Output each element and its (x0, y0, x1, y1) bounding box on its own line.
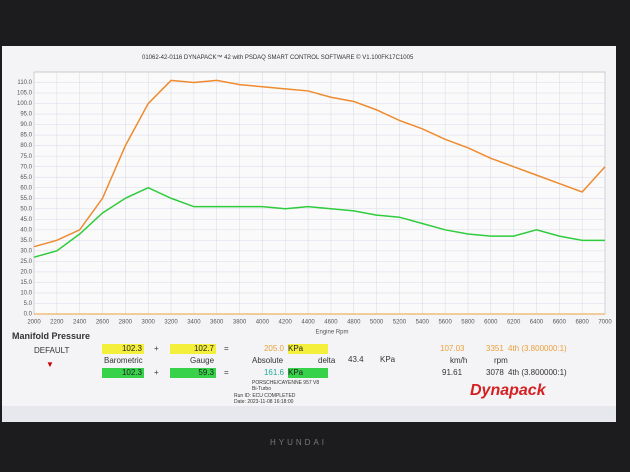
gear: 4th (3.800000:1) (508, 368, 567, 377)
y-tick-label: 80.0 (20, 143, 32, 149)
speed: 91.61 (442, 368, 463, 377)
plot-area (33, 71, 606, 315)
vehicle: Run ID: ECU COMPLETED (234, 393, 296, 399)
x-tick-label: 2400 (73, 320, 87, 326)
x-tick-label: 3400 (187, 320, 201, 326)
y-tick-label: 35.0 (20, 238, 32, 244)
screen: 01062-42-0116 DYNAPACK™ 42 with PSDAQ SM… (2, 46, 616, 422)
y-tick-label: 25.0 (20, 259, 32, 265)
x-tick-label: 4400 (301, 320, 315, 326)
x-tick-label: 6600 (553, 320, 567, 326)
value: 59.3 (170, 368, 216, 378)
x-tick-label: 4000 (256, 320, 270, 326)
x-tick-label: 5000 (370, 320, 384, 326)
y-tick-label: 100.0 (17, 101, 33, 107)
x-tick-label: 2000 (27, 320, 41, 326)
x-axis-label: Engine Rpm (315, 330, 348, 336)
y-tick-label: 85.0 (20, 133, 32, 139)
y-tick-label: 90.0 (20, 122, 32, 128)
value: 102.3 (102, 368, 144, 378)
label: rpm (494, 356, 508, 365)
x-tick-label: 3800 (233, 320, 247, 326)
x-tick-label: 4800 (347, 320, 361, 326)
chart: Engine Rpm 0.0 5.0 10.0 15.0 20.0 25.0 30.0 35.… (17, 71, 612, 336)
series-line (33, 186, 605, 258)
y-tick-label: 50.0 (20, 206, 32, 212)
vehicle: PORSCHE/CAYENNE 957 V8 (252, 380, 320, 386)
label: Absolute (252, 356, 284, 365)
panel-title: Manifold Pressure (12, 331, 91, 341)
label: Gauge (190, 356, 215, 365)
x-tick-label: 5600 (438, 320, 452, 326)
operator: = (224, 344, 229, 353)
x-tick-label: 2200 (50, 320, 64, 326)
x-tick-label: 6000 (484, 320, 498, 326)
value: 161.6 (263, 368, 284, 377)
y-tick-label: 75.0 (20, 154, 32, 160)
x-tick-label: 6400 (530, 320, 544, 326)
x-tick-label: 5200 (393, 320, 407, 326)
x-tick-label: 5800 (461, 320, 475, 326)
x-tick-label: 4200 (279, 320, 293, 326)
operator: = (224, 368, 229, 377)
unit: KPa (288, 368, 328, 378)
x-tick-label: 6800 (575, 320, 589, 326)
y-tick-label: 15.0 (20, 280, 32, 286)
value: 205.0 (263, 344, 284, 353)
y-tick-label: 40.0 (20, 227, 32, 233)
x-tick-label: 6200 (507, 320, 521, 326)
y-tick-label: 70.0 (20, 164, 32, 170)
y-tick-label: 60.0 (20, 185, 32, 191)
y-tick-label: 95.0 (20, 112, 32, 118)
y-tick-label: 5.0 (24, 301, 33, 307)
x-tick-label: 2800 (119, 320, 133, 326)
window-title: 01062-42-0116 DYNAPACK™ 42 with PSDAQ SM… (142, 55, 414, 61)
y-tick-label: 30.0 (20, 248, 32, 254)
y-tick-label: 105.0 (17, 91, 33, 97)
y-tick-label: 65.0 (20, 175, 32, 181)
y-tick-label: 0.0 (24, 312, 33, 318)
x-tick-label: 3600 (210, 320, 224, 326)
y-tick-label: 20.0 (20, 269, 32, 275)
x-tick-label: 3000 (142, 320, 156, 326)
unit: KPa (288, 344, 328, 354)
logo: Dynapack (470, 382, 546, 399)
x-tick-label: 4600 (324, 320, 338, 326)
label: km/h (450, 356, 468, 365)
label: Barometric (104, 356, 143, 365)
speed: 107.03 (440, 344, 465, 353)
label: delta (318, 356, 336, 365)
operator: + (154, 344, 159, 353)
y-tick-label: 10.0 (20, 291, 32, 297)
arrow[interactable]: ▼ (46, 360, 54, 369)
series-line (33, 79, 606, 248)
mode: DEFAULT (34, 346, 70, 355)
gear: 4th (3.800000:1) (508, 344, 567, 353)
operator: + (154, 368, 159, 377)
x-tick-label: 5400 (416, 320, 430, 326)
vehicle: Date: 2023-11-08 16:18:00 (234, 399, 294, 405)
rpm: 3351 (486, 344, 504, 353)
x-tick-label: 7000 (598, 320, 612, 326)
vehicle: Bi-Turbo (252, 386, 271, 392)
x-tick-label: 2600 (96, 320, 110, 326)
y-tick-label: 110.0 (17, 80, 32, 86)
delta: 43.4 (348, 355, 364, 364)
value: 102.7 (170, 344, 216, 354)
unit: KPa (380, 355, 396, 364)
y-tick-label: 55.0 (20, 196, 32, 202)
y-tick-label: 45.0 (20, 217, 32, 223)
x-tick-label: 3200 (164, 320, 178, 326)
value: 102.3 (102, 344, 144, 354)
monitor-brand: HYUNDAI (270, 438, 328, 447)
taskbar (2, 406, 616, 422)
rpm: 3078 (486, 368, 504, 377)
